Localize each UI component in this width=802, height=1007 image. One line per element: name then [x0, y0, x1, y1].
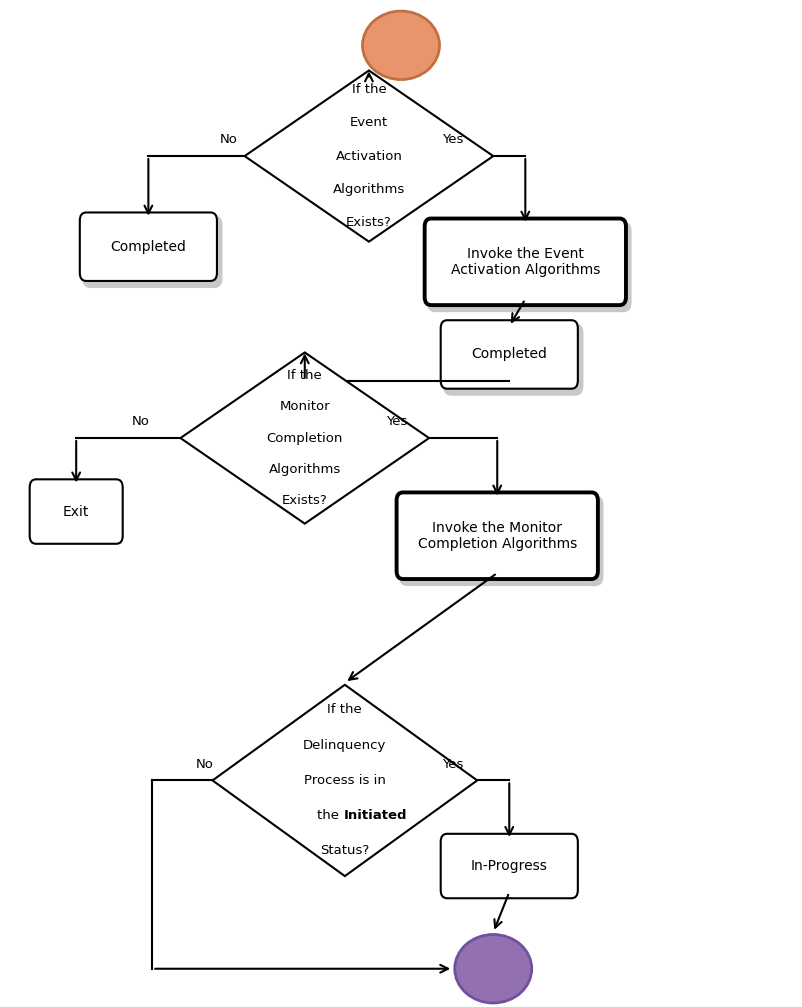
Text: Activation: Activation	[335, 150, 403, 162]
Polygon shape	[245, 70, 493, 242]
FancyBboxPatch shape	[83, 215, 222, 288]
Text: Exists?: Exists?	[282, 494, 328, 507]
Text: Yes: Yes	[443, 758, 464, 770]
Text: Invoke the Monitor
Completion Algorithms: Invoke the Monitor Completion Algorithms	[418, 521, 577, 551]
Text: Status?: Status?	[320, 845, 370, 857]
Text: Completed: Completed	[472, 347, 547, 362]
FancyBboxPatch shape	[80, 212, 217, 281]
FancyBboxPatch shape	[399, 495, 603, 586]
Text: Completion: Completion	[266, 432, 343, 444]
FancyBboxPatch shape	[443, 323, 584, 396]
Text: Algorithms: Algorithms	[269, 463, 341, 475]
Text: Exit: Exit	[63, 505, 89, 519]
Text: If the: If the	[287, 370, 322, 382]
Text: Completed: Completed	[111, 240, 186, 254]
FancyBboxPatch shape	[425, 219, 626, 305]
Polygon shape	[180, 352, 429, 524]
Text: the: the	[317, 810, 343, 822]
Text: Monitor: Monitor	[279, 401, 330, 413]
FancyBboxPatch shape	[441, 320, 577, 389]
Text: Process is in: Process is in	[304, 774, 386, 786]
Polygon shape	[213, 685, 477, 876]
Text: No: No	[220, 134, 237, 146]
Text: No: No	[132, 416, 149, 428]
Text: In-Progress: In-Progress	[471, 859, 548, 873]
Text: Yes: Yes	[387, 416, 407, 428]
FancyBboxPatch shape	[441, 834, 577, 898]
Text: If the: If the	[351, 84, 387, 96]
Text: If the: If the	[327, 704, 363, 716]
Text: Delinquency: Delinquency	[303, 739, 387, 751]
Text: Yes: Yes	[443, 134, 464, 146]
FancyBboxPatch shape	[30, 479, 123, 544]
Text: No: No	[196, 758, 213, 770]
Ellipse shape	[363, 11, 439, 80]
Text: Initiated: Initiated	[343, 810, 407, 822]
FancyBboxPatch shape	[427, 222, 632, 312]
Text: Algorithms: Algorithms	[333, 183, 405, 195]
Text: Exists?: Exists?	[346, 217, 392, 229]
FancyBboxPatch shape	[396, 492, 597, 579]
Text: Event: Event	[350, 117, 388, 129]
Text: Invoke the Event
Activation Algorithms: Invoke the Event Activation Algorithms	[451, 247, 600, 277]
Ellipse shape	[455, 934, 532, 1003]
